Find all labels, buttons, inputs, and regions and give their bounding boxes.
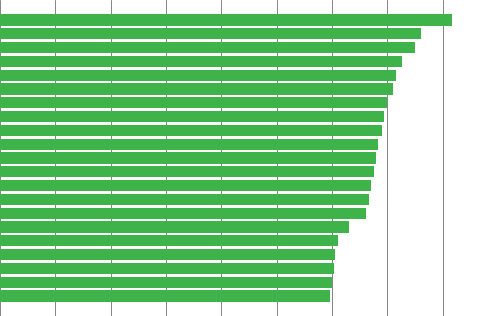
Bar	[0, 221, 349, 233]
Bar	[0, 194, 369, 205]
Bar	[0, 14, 452, 26]
Bar	[0, 125, 382, 136]
Bar	[0, 111, 384, 122]
Bar	[0, 276, 332, 288]
Bar	[0, 70, 396, 81]
Bar	[0, 249, 335, 260]
Bar	[0, 208, 367, 219]
Bar	[0, 28, 420, 40]
Bar	[0, 235, 338, 246]
Bar	[0, 290, 330, 302]
Bar	[0, 97, 387, 108]
Bar	[0, 263, 334, 274]
Bar	[0, 42, 415, 53]
Bar	[0, 152, 376, 164]
Bar	[0, 180, 371, 191]
Bar	[0, 83, 393, 95]
Bar	[0, 56, 402, 67]
Bar	[0, 138, 378, 150]
Bar	[0, 166, 374, 178]
